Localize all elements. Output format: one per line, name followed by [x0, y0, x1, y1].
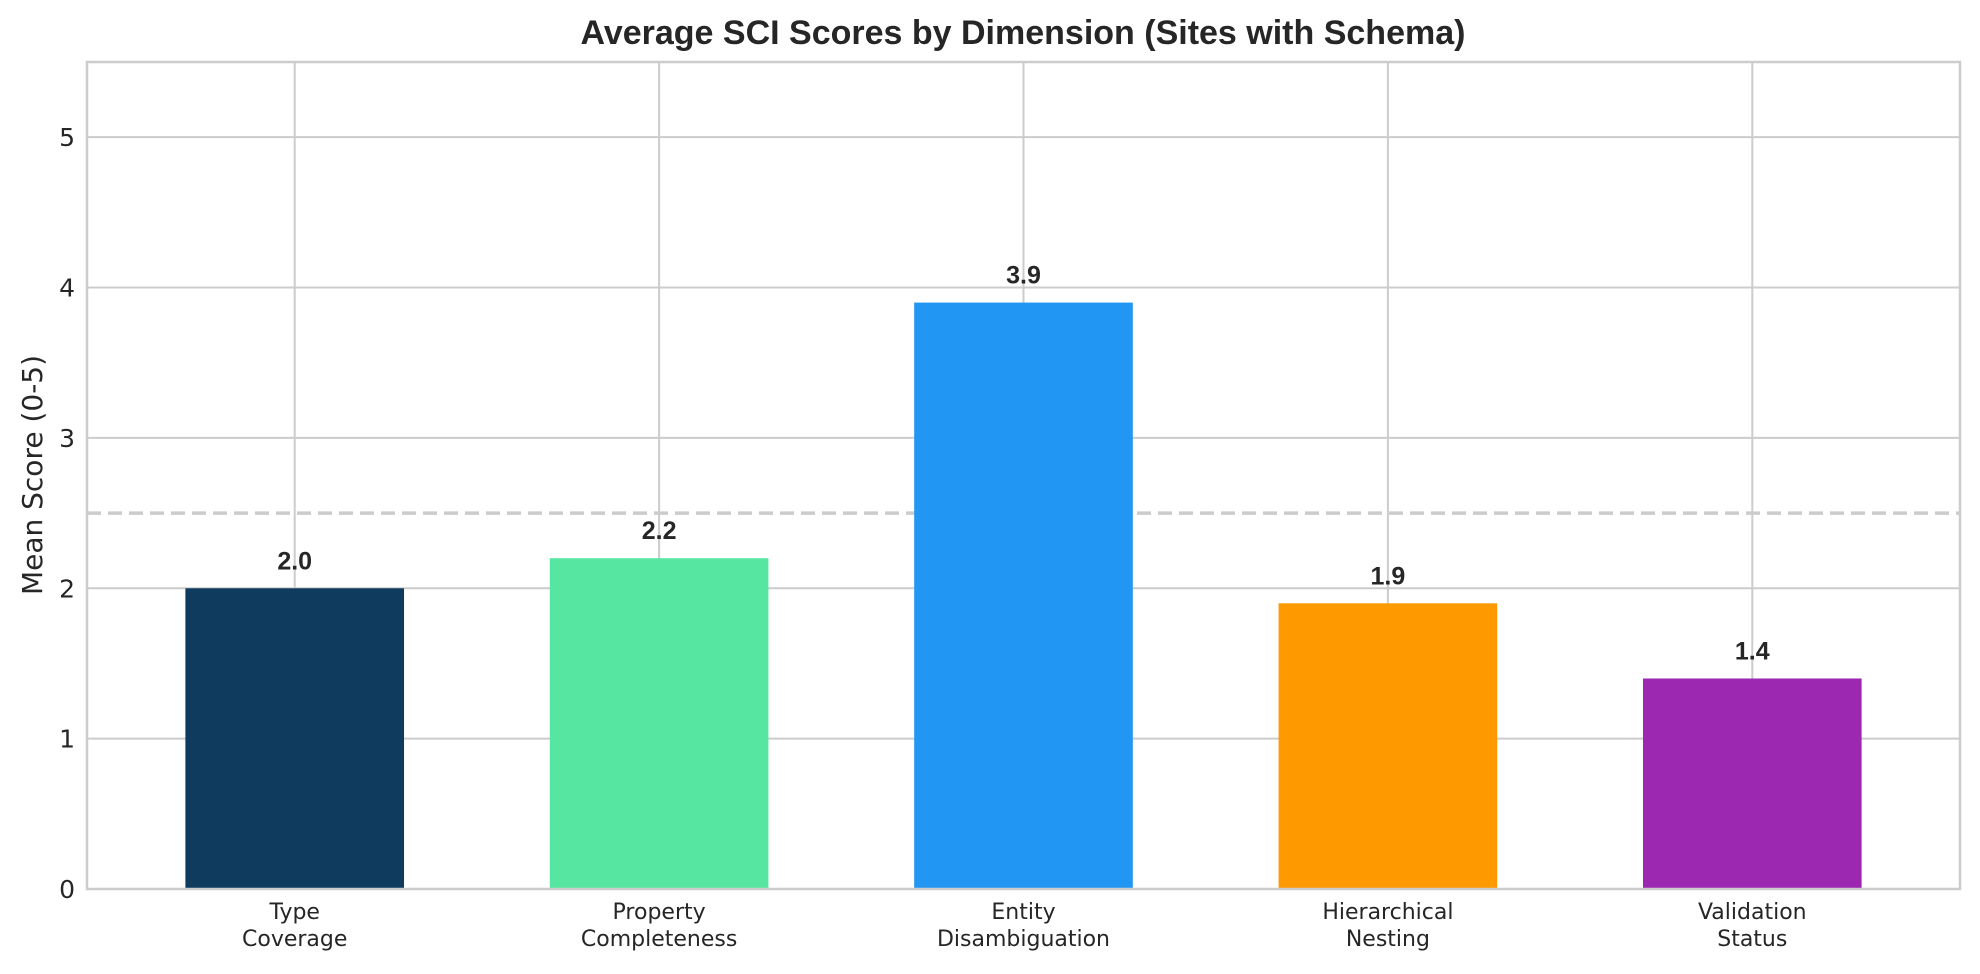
- data-label: 2.2: [642, 517, 677, 545]
- data-label: 2.0: [277, 547, 312, 575]
- bar: [549, 558, 769, 889]
- x-tick-label-line: Disambiguation: [937, 927, 1110, 952]
- y-tick-label: 4: [59, 274, 75, 303]
- data-labels: 2.0 2.2 3.9 1.9 1.4: [277, 262, 1769, 666]
- x-tick-label-line: Coverage: [242, 927, 347, 952]
- x-tick-label-line: Nesting: [1346, 927, 1430, 952]
- y-tick-label: 2: [59, 574, 75, 603]
- x-tick-label: Property Completeness: [581, 900, 737, 952]
- x-tick-label-line: Entity: [991, 900, 1055, 925]
- data-label: 1.9: [1371, 562, 1406, 590]
- chart-title: Average SCI Scores by Dimension (Sites w…: [581, 14, 1466, 52]
- x-tick-label-line: Status: [1717, 927, 1787, 952]
- bar: [185, 588, 405, 889]
- bar: [1278, 603, 1498, 889]
- x-tick-label-line: Hierarchical: [1322, 900, 1453, 925]
- x-tick-label: Type Coverage: [242, 900, 347, 952]
- bar: [914, 302, 1133, 890]
- data-label: 3.9: [1006, 262, 1041, 290]
- x-tick-label-line: Type: [268, 900, 320, 925]
- plot-frame: [85, 60, 1962, 891]
- x-tick-labels: Type Coverage Property Completeness Entity Di…: [242, 900, 1807, 952]
- x-tick-label-line: Validation: [1698, 900, 1807, 925]
- x-tick-label: Validation Status: [1698, 900, 1807, 952]
- x-tick-label-line: Completeness: [581, 927, 737, 952]
- y-tick-label: 5: [59, 123, 75, 152]
- y-tick-labels: 0 1 2 3 4 5: [59, 123, 75, 904]
- y-tick-label: 0: [59, 875, 75, 904]
- x-tick-label: Entity Disambiguation: [937, 900, 1110, 952]
- bar: [1642, 678, 1862, 889]
- x-tick-label-line: Property: [613, 900, 706, 925]
- bars: [185, 302, 1862, 890]
- data-label: 1.4: [1735, 637, 1770, 665]
- y-tick-label: 1: [59, 725, 75, 754]
- x-tick-label: Hierarchical Nesting: [1322, 900, 1453, 952]
- y-tick-label: 3: [59, 424, 75, 453]
- y-axis-label: Mean Score (0-5): [16, 355, 49, 595]
